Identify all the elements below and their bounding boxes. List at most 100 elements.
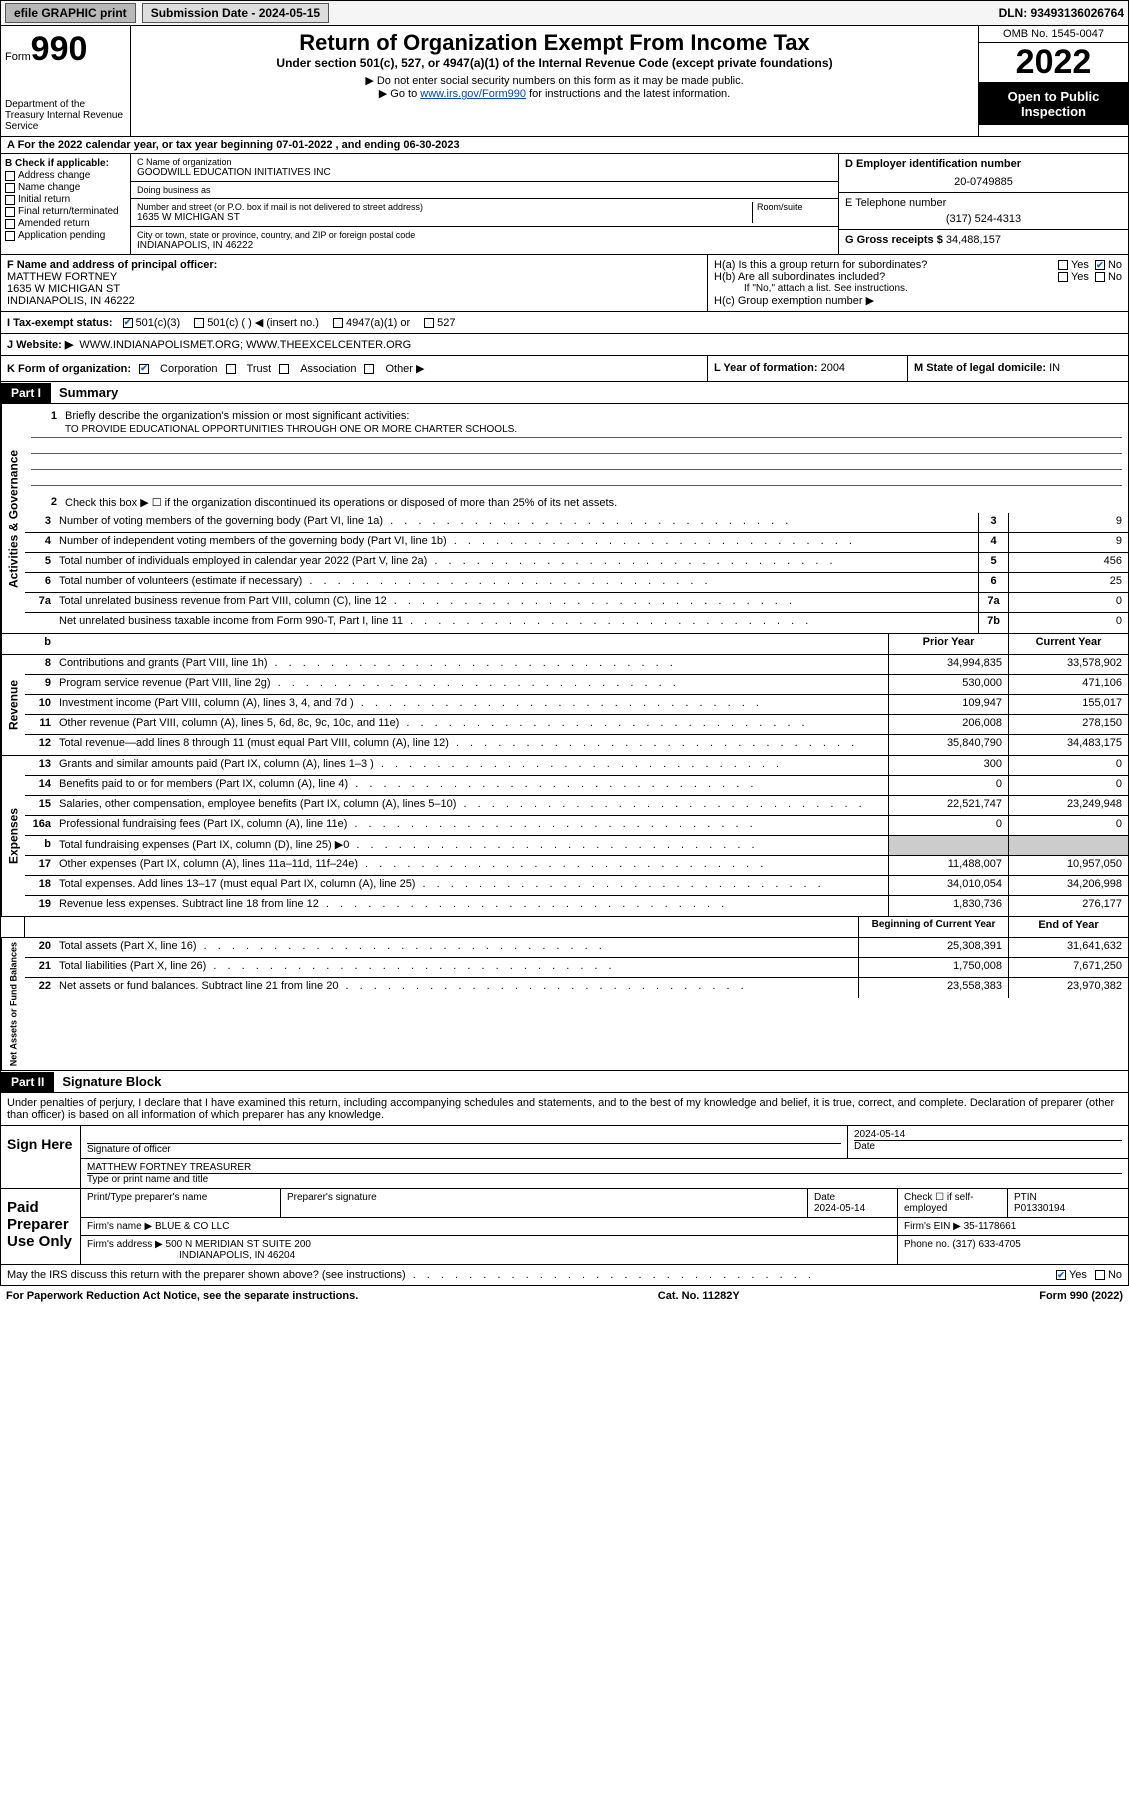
hb-no[interactable]	[1095, 272, 1105, 282]
vtab-net-assets: Net Assets or Fund Balances	[1, 938, 25, 1070]
submission-date: Submission Date - 2024-05-15	[142, 3, 329, 23]
ptin-value: P01330194	[1014, 1203, 1122, 1214]
vtab-expenses: Expenses	[1, 756, 25, 916]
section-b-through-g: B Check if applicable: Address change Na…	[0, 154, 1129, 255]
net-assets-block: Net Assets or Fund Balances 20Total asse…	[0, 938, 1129, 1071]
data-line: 12Total revenue—add lines 8 through 11 (…	[25, 735, 1128, 755]
city-label: City or town, state or province, country…	[137, 230, 832, 240]
footer-left: For Paperwork Reduction Act Notice, see …	[6, 1290, 358, 1302]
form-note-2: ▶ Go to www.irs.gov/Form990 for instruct…	[135, 87, 974, 100]
prep-date: 2024-05-14	[814, 1203, 891, 1214]
ha-label: H(a) Is this a group return for subordin…	[714, 259, 1058, 271]
data-line: 19Revenue less expenses. Subtract line 1…	[25, 896, 1128, 916]
cb-501c3[interactable]	[123, 318, 133, 328]
cb-corporation[interactable]	[139, 364, 149, 374]
cb-association[interactable]	[279, 364, 289, 374]
gov-line: 4Number of independent voting members of…	[25, 533, 1128, 553]
data-line: 11Other revenue (Part VIII, column (A), …	[25, 715, 1128, 735]
hb-note: If "No," attach a list. See instructions…	[714, 283, 1122, 294]
form-number: 990	[31, 30, 88, 68]
firm-name: BLUE & CO LLC	[155, 1221, 229, 1232]
b-label: B Check if applicable:	[5, 158, 126, 169]
state-domicile: IN	[1049, 362, 1060, 374]
gov-line: 5Total number of individuals employed in…	[25, 553, 1128, 573]
prep-check-self[interactable]: Check ☐ if self-employed	[898, 1189, 1008, 1217]
revenue-block: Revenue 8Contributions and grants (Part …	[0, 655, 1129, 756]
sig-officer-label: Signature of officer	[87, 1143, 841, 1155]
section-f-h: F Name and address of principal officer:…	[0, 255, 1129, 312]
cb-final-return[interactable]: Final return/terminated	[5, 206, 126, 217]
gov-line: Net unrelated business taxable income fr…	[25, 613, 1128, 633]
data-line: 14Benefits paid to or for members (Part …	[25, 776, 1128, 796]
q1-label: Briefly describe the organization's miss…	[61, 408, 1122, 424]
d-ein-label: D Employer identification number	[845, 158, 1122, 170]
gov-line: 3Number of voting members of the governi…	[25, 513, 1128, 533]
g-gross-value: 34,488,157	[946, 234, 1001, 246]
cb-initial-return[interactable]: Initial return	[5, 194, 126, 205]
sig-date-label: Date	[854, 1140, 1122, 1152]
q2-label: Check this box ▶ ☐ if the organization d…	[61, 494, 1122, 511]
d-ein-value: 20-0749885	[845, 176, 1122, 188]
net-header-block: Beginning of Current Year End of Year	[0, 917, 1129, 938]
irs-link[interactable]: www.irs.gov/Form990	[420, 88, 526, 100]
firm-phone: (317) 633-4705	[952, 1239, 1020, 1250]
discuss-no[interactable]	[1095, 1270, 1105, 1280]
cb-4947[interactable]	[333, 318, 343, 328]
cb-name-change[interactable]: Name change	[5, 182, 126, 193]
data-line: 8Contributions and grants (Part VIII, li…	[25, 655, 1128, 675]
sign-here-block: Sign Here Signature of officer 2024-05-1…	[0, 1126, 1129, 1189]
c-org-name: GOODWILL EDUCATION INITIATIVES INC	[137, 167, 832, 178]
form-label: Form	[5, 51, 31, 63]
form-note-1: ▶ Do not enter social security numbers o…	[135, 74, 974, 87]
ha-no[interactable]	[1095, 260, 1105, 270]
expenses-block: Expenses 13Grants and similar amounts pa…	[0, 756, 1129, 917]
discuss-yes[interactable]	[1056, 1270, 1066, 1280]
cb-amended[interactable]: Amended return	[5, 218, 126, 229]
part1-header: Part I Summary	[0, 382, 1129, 404]
firm-ein: 35-1178661	[964, 1221, 1017, 1232]
cb-other-org[interactable]	[364, 364, 374, 374]
data-line: 10Investment income (Part VIII, column (…	[25, 695, 1128, 715]
cb-trust[interactable]	[226, 364, 236, 374]
vtab-revenue: Revenue	[1, 655, 25, 755]
f-label: F Name and address of principal officer:	[7, 259, 701, 271]
ha-yes[interactable]	[1058, 260, 1068, 270]
data-line: 17Other expenses (Part IX, column (A), l…	[25, 856, 1128, 876]
footer-mid: Cat. No. 11282Y	[658, 1290, 740, 1302]
row-a-tax-year: A For the 2022 calendar year, or tax yea…	[0, 137, 1129, 154]
data-line: 20Total assets (Part X, line 16)25,308,3…	[25, 938, 1128, 958]
gov-line: 6Total number of volunteers (estimate if…	[25, 573, 1128, 593]
tax-year: 2022	[979, 43, 1128, 83]
hb-yes[interactable]	[1058, 272, 1068, 282]
data-line: 15Salaries, other compensation, employee…	[25, 796, 1128, 816]
mission-text: TO PROVIDE EDUCATIONAL OPPORTUNITIES THR…	[31, 424, 1122, 438]
gov-line: 7aTotal unrelated business revenue from …	[25, 593, 1128, 613]
row-klm: K Form of organization: Corporation Trus…	[0, 356, 1129, 382]
cb-application-pending[interactable]: Application pending	[5, 230, 126, 241]
form-subtitle: Under section 501(c), 527, or 4947(a)(1)…	[135, 56, 974, 70]
cb-527[interactable]	[424, 318, 434, 328]
end-year-hdr: End of Year	[1008, 917, 1128, 937]
f-name: MATTHEW FORTNEY	[7, 271, 701, 283]
efile-button[interactable]: efile GRAPHIC print	[5, 3, 136, 23]
data-line: 9Program service revenue (Part VIII, lin…	[25, 675, 1128, 695]
f-addr1: 1635 W MICHIGAN ST	[7, 283, 701, 295]
sig-name-label: Type or print name and title	[87, 1173, 1122, 1185]
city-value: INDIANAPOLIS, IN 46222	[137, 240, 832, 251]
data-line: 22Net assets or fund balances. Subtract …	[25, 978, 1128, 998]
e-phone-value: (317) 524-4313	[845, 213, 1122, 225]
firm-addr1: 500 N MERIDIAN ST SUITE 200	[166, 1239, 311, 1250]
declaration-text: Under penalties of perjury, I declare th…	[0, 1093, 1129, 1126]
year-formation: 2004	[821, 362, 845, 374]
dln-label: DLN: 93493136026764	[999, 6, 1124, 20]
inspection-badge: Open to Public Inspection	[979, 83, 1128, 125]
row-i-tax-status: I Tax-exempt status: 501(c)(3) 501(c) ( …	[0, 312, 1129, 334]
data-line: 21Total liabilities (Part X, line 26)1,7…	[25, 958, 1128, 978]
cb-address-change[interactable]: Address change	[5, 170, 126, 181]
data-line: 16aProfessional fundraising fees (Part I…	[25, 816, 1128, 836]
addr-value: 1635 W MICHIGAN ST	[137, 212, 752, 223]
activities-governance-block: Activities & Governance 1Briefly describ…	[0, 404, 1129, 634]
cb-501c[interactable]	[194, 318, 204, 328]
website-value: WWW.INDIANAPOLISMET.ORG; WWW.THEEXCELCEN…	[79, 339, 411, 351]
footer-right: Form 990 (2022)	[1039, 1290, 1123, 1302]
